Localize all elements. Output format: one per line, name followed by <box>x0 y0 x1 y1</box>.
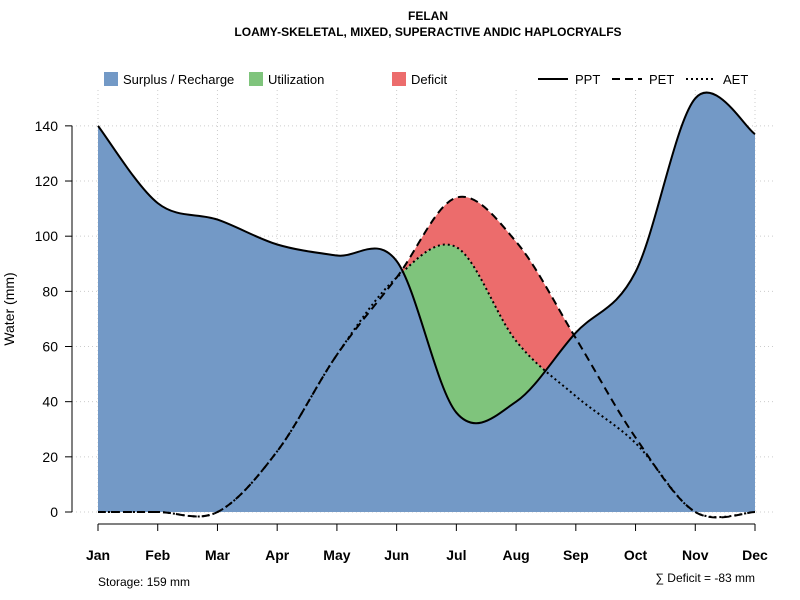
legend-label-aet: AET <box>723 72 748 87</box>
y-tick-label: 140 <box>35 118 59 134</box>
x-tick-label-mar: Mar <box>205 547 230 563</box>
y-tick-label: 80 <box>42 283 58 299</box>
areas <box>98 92 755 513</box>
legend-label-ppt: PPT <box>575 72 600 87</box>
series-lines <box>97 91 756 519</box>
legend-label: Surplus / Recharge <box>123 72 234 87</box>
legend-label: Utilization <box>268 72 324 87</box>
x-tick-label-jun: Jun <box>384 547 409 563</box>
legend-label-pet: PET <box>649 72 674 87</box>
deficit-total-label: ∑ Deficit = -83 mm <box>655 571 755 585</box>
legend-swatch <box>249 72 263 86</box>
aet-line <box>97 243 756 519</box>
x-tick-label-aug: Aug <box>502 547 529 563</box>
x-tick-label-feb: Feb <box>145 547 170 563</box>
chart-title: FELAN <box>408 9 448 23</box>
legend-label: Deficit <box>411 72 448 87</box>
chart-subtitle: LOAMY-SKELETAL, MIXED, SUPERACTIVE ANDIC… <box>234 25 621 39</box>
x-tick-label-may: May <box>323 547 350 563</box>
x-tick-label-jan: Jan <box>86 547 110 563</box>
y-tick-label: 40 <box>42 394 58 410</box>
x-tick-label-oct: Oct <box>624 547 648 563</box>
legend-swatch <box>392 72 406 86</box>
legend: Surplus / Recharge Utilization Deficit PPT P… <box>104 72 748 87</box>
y-axis-label: Water (mm) <box>1 272 17 345</box>
storage-label: Storage: 159 mm <box>98 575 190 589</box>
legend-swatch <box>104 72 118 86</box>
x-tick-label-jul: Jul <box>446 547 466 563</box>
x-tick-label-sep: Sep <box>563 547 589 563</box>
y-tick-label: 100 <box>35 228 59 244</box>
y-tick-label: 0 <box>50 504 58 520</box>
x-tick-label-dec: Dec <box>742 547 768 563</box>
y-tick-label: 120 <box>35 173 59 189</box>
x-tick-label-apr: Apr <box>265 547 290 563</box>
y-tick-label: 60 <box>42 339 58 355</box>
y-tick-label: 20 <box>42 449 58 465</box>
axes: 0 20 40 60 80 100 120 140 Jan Feb Mar Apr May Jun Jul A… <box>35 118 768 563</box>
ppt-line <box>97 91 756 425</box>
x-tick-label-nov: Nov <box>682 547 709 563</box>
